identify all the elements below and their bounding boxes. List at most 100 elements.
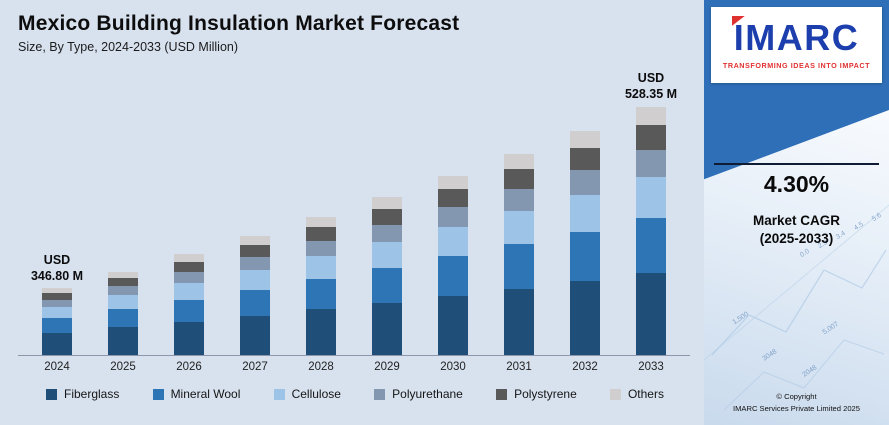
legend-swatch <box>609 388 621 400</box>
bar-column: USD 528.35 M <box>618 60 684 355</box>
stacked-bar-2024 <box>42 288 72 355</box>
imarc-logo: IMARC TRANSFORMING IDEAS INTO IMPACT <box>711 7 882 83</box>
bar-segment-cellulose <box>174 282 204 300</box>
logo-accent-icon <box>731 16 745 26</box>
stacked-bar-2027 <box>240 235 270 355</box>
legend-label: Others <box>627 387 664 401</box>
legend-swatch <box>374 388 386 400</box>
stacked-bar-2030 <box>438 175 468 355</box>
legend-item: Polyurethane <box>374 387 463 401</box>
decorative-graph: 0.0 2.3 3.4 4.5 5.6 5,007 3048 2048 1,500 <box>704 110 889 425</box>
bar-segment-polystyrene <box>372 208 402 225</box>
bar-segment-cellulose <box>42 307 72 319</box>
logo-text: IMARC <box>733 17 860 58</box>
bar-segment-others <box>240 235 270 245</box>
legend-item: Fiberglass <box>46 387 119 401</box>
bar-value-label: USD 528.35 M <box>625 70 677 103</box>
bar-segment-others <box>108 271 138 278</box>
legend-label: Fiberglass <box>64 387 120 401</box>
bar-segment-mineral-wool <box>570 231 600 282</box>
year-label: 2033 <box>638 361 664 373</box>
bar-segment-polystyrene <box>240 244 270 257</box>
brand-sidebar: IMARC TRANSFORMING IDEAS INTO IMPACT 0.0… <box>704 0 889 425</box>
bar-segment-mineral-wool <box>504 244 534 289</box>
legend-label: Cellulose <box>291 387 341 401</box>
bar-segment-cellulose <box>372 241 402 268</box>
stacked-bar-2031 <box>504 153 534 355</box>
year-label: 2027 <box>242 361 268 373</box>
bar-segment-polyurethane <box>108 286 138 296</box>
bar-segment-polyurethane <box>42 299 72 308</box>
bar-segment-cellulose <box>306 256 336 279</box>
year-label: 2029 <box>374 361 400 373</box>
bar-segment-others <box>438 175 468 190</box>
legend-swatch <box>152 388 164 400</box>
bar-segment-polystyrene <box>42 293 72 300</box>
bar-segment-cellulose <box>438 226 468 257</box>
bar-segment-mineral-wool <box>174 299 204 322</box>
bar-segment-others <box>504 153 534 169</box>
stacked-bar-2028 <box>306 216 336 355</box>
bar-segment-mineral-wool <box>372 268 402 303</box>
legend-item: Others <box>609 387 664 401</box>
year-label: 2028 <box>308 361 334 373</box>
bar-segment-mineral-wool <box>636 218 666 274</box>
bar-segment-polyurethane <box>174 271 204 283</box>
copyright-line1: © Copyright <box>776 392 817 402</box>
bar-segment-polyurethane <box>372 224 402 242</box>
bars: USD 346.80 M USD 528.35 M <box>18 60 690 356</box>
bar-segment-cellulose <box>570 194 600 232</box>
bar-segment-fiberglass <box>504 288 534 355</box>
decorative-lines-icon <box>704 204 889 411</box>
stacked-bar-2025 <box>108 271 138 355</box>
legend-swatch <box>46 388 57 400</box>
bar-segment-polystyrene <box>174 261 204 272</box>
copyright: © Copyright IMARC Services Private Limit… <box>704 391 889 415</box>
bar-column <box>486 60 552 355</box>
bar-segment-fiberglass <box>108 327 138 355</box>
bar-segment-polystyrene <box>570 147 600 171</box>
bar-segment-fiberglass <box>306 309 336 355</box>
legend-swatch <box>273 388 285 400</box>
cagr-label: Market CAGR (2025-2033) <box>704 212 889 248</box>
logo-tagline: TRANSFORMING IDEAS INTO IMPACT <box>722 61 871 70</box>
bar-segment-mineral-wool <box>306 278 336 310</box>
bar-segment-polyurethane <box>306 240 336 257</box>
bar-value-label: USD 346.80 M <box>31 252 83 285</box>
cagr-value: 4.30% <box>763 171 830 197</box>
bar-segment-others <box>372 196 402 209</box>
chart-subtitle: Size, By Type, 2024-2033 (USD Million) <box>18 40 239 54</box>
year-label: 2025 <box>110 361 136 373</box>
logo-row: IMARC <box>731 16 860 58</box>
bar-segment-others <box>174 254 204 262</box>
bar-segment-mineral-wool <box>240 289 270 316</box>
annotation-line: USD <box>637 71 665 86</box>
page-title: Mexico Building Insulation Market Foreca… <box>18 12 460 35</box>
bar-column <box>354 60 420 355</box>
legend-item: Polystyrene <box>496 387 577 401</box>
bar-column <box>90 60 156 355</box>
bar-segment-cellulose <box>240 269 270 290</box>
stacked-bar-2032 <box>570 130 600 355</box>
bar-segment-fiberglass <box>42 332 72 355</box>
stacked-bar-2026 <box>174 254 204 355</box>
bar-segment-mineral-wool <box>108 309 138 328</box>
bar-segment-others <box>306 216 336 228</box>
bar-segment-fiberglass <box>438 295 468 355</box>
bar-column <box>552 60 618 355</box>
bar-column <box>288 60 354 355</box>
bar-segment-polystyrene <box>438 189 468 208</box>
legend-item: Mineral Wool <box>152 387 240 401</box>
bar-column <box>156 60 222 355</box>
copyright-line2: IMARC Services Private Limited 2025 <box>732 404 861 414</box>
bar-column: USD 346.80 M <box>24 60 90 355</box>
bar-segment-cellulose <box>636 177 666 219</box>
bar-segment-polyurethane <box>504 189 534 212</box>
bar-segment-others <box>570 130 600 148</box>
bar-segment-others <box>636 106 666 126</box>
chart-panel: Mexico Building Insulation Market Foreca… <box>18 12 690 401</box>
bar-segment-fiberglass <box>372 302 402 355</box>
divider-line <box>714 163 879 165</box>
year-axis: 2024 2025 2026 2027 2028 2029 2030 2031 2032 2033 <box>18 361 690 373</box>
year-label: 2026 <box>176 361 202 373</box>
